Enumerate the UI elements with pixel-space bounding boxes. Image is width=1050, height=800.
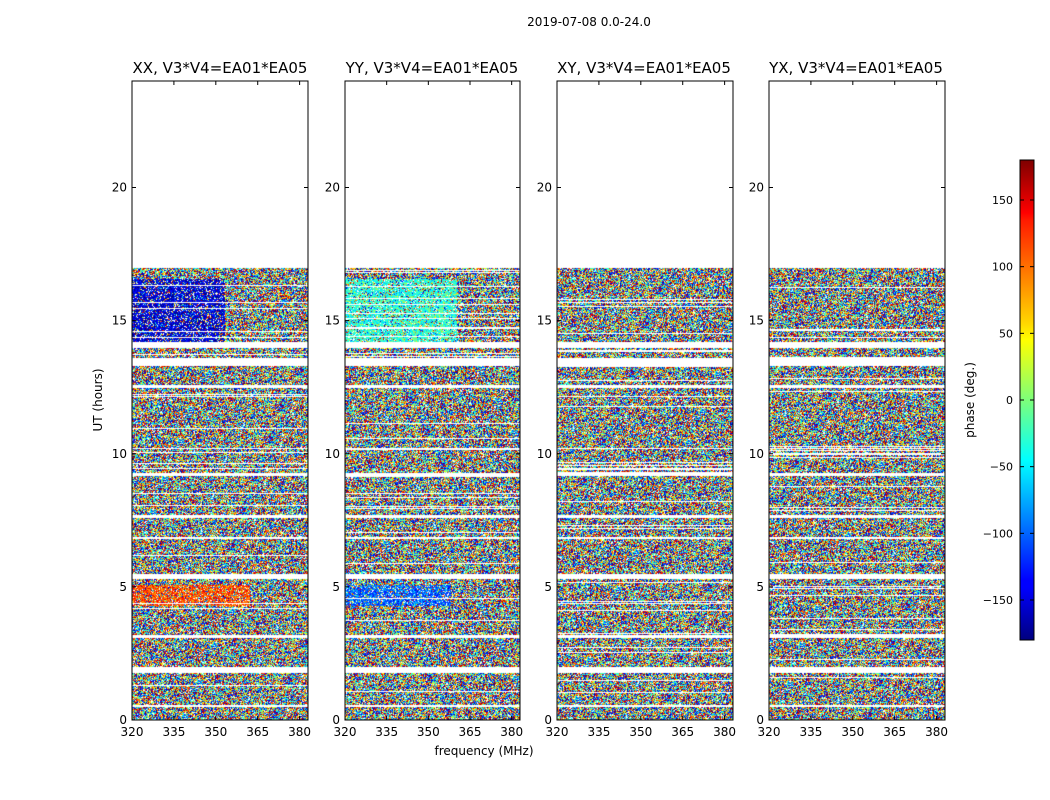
panel-yy-heatmap [345, 81, 520, 720]
y-tick-label: 20 [537, 181, 552, 195]
colorbar-label: phase (deg.) [963, 362, 977, 438]
x-tick-label: 365 [246, 725, 269, 739]
y-tick-label: 0 [332, 713, 340, 727]
x-tick-label: 365 [459, 725, 482, 739]
colorbar-tick-label: −50 [990, 461, 1013, 474]
y-tick-label: 15 [112, 314, 127, 328]
y-tick-label: 20 [325, 181, 340, 195]
y-tick-label: 10 [112, 447, 127, 461]
y-axis-label: UT (hours) [91, 368, 105, 431]
panel-xx: XX, V3*V4=EA01*EA05 320 335 350 365 380 0 5 10… [112, 59, 311, 739]
heatmap-image [345, 81, 520, 720]
panel-yx-title: YX, V3*V4=EA01*EA05 [768, 59, 943, 77]
x-tick-label: 365 [883, 725, 906, 739]
panel-yy: YY, V3*V4=EA01*EA05 320 335 350 365 380 0 5 10… [325, 59, 523, 739]
x-tick-label: 350 [417, 725, 440, 739]
panel-xx-title: XX, V3*V4=EA01*EA05 [133, 59, 308, 77]
heatmap-image [557, 81, 733, 720]
y-tick-label: 10 [325, 447, 340, 461]
y-tick-label: 0 [756, 713, 764, 727]
x-tick-label: 380 [713, 725, 736, 739]
y-tick-label: 10 [749, 447, 764, 461]
panel-yy-frame [344, 80, 521, 721]
x-tick-label: 380 [500, 725, 523, 739]
y-tick-label: 15 [325, 314, 340, 328]
y-tick-label: 20 [749, 181, 764, 195]
colorbar-tick-label: −100 [983, 527, 1013, 540]
colorbar-tick-label: 0 [1006, 394, 1013, 407]
colorbar-tick-label: −150 [983, 594, 1013, 607]
panel-yx-heatmap [769, 81, 945, 720]
x-tick-label: 320 [334, 725, 357, 739]
panel-xx-heatmap [132, 81, 308, 720]
panel-xy-frame [556, 80, 734, 721]
y-tick-label: 5 [544, 580, 552, 594]
y-tick-label: 5 [756, 580, 764, 594]
panel-yx-frame [768, 80, 946, 721]
x-tick-label: 320 [546, 725, 569, 739]
y-tick-label: 5 [119, 580, 127, 594]
heatmap-image [769, 81, 945, 720]
y-tick-label: 15 [749, 314, 764, 328]
y-tick-label: 5 [332, 580, 340, 594]
x-tick-label: 335 [799, 725, 822, 739]
figure-title: 2019-07-08 0.0-24.0 [527, 15, 651, 29]
y-tick-label: 0 [119, 713, 127, 727]
y-tick-label: 0 [544, 713, 552, 727]
panel-xy-heatmap [557, 81, 733, 720]
x-tick-label: 320 [121, 725, 144, 739]
x-tick-label: 380 [925, 725, 948, 739]
x-tick-label: 335 [587, 725, 610, 739]
colorbar-tick-label: 50 [999, 327, 1013, 340]
panel-xy: XY, V3*V4=EA01*EA05 320 335 350 365 380 0 5 10… [537, 59, 736, 739]
colorbar: 150 100 50 0 −50 −100 −150 phase (deg.) [963, 159, 1035, 641]
panel-yy-title: YY, V3*V4=EA01*EA05 [345, 59, 519, 77]
panel-yx: YX, V3*V4=EA01*EA05 320 335 350 365 380 0 5 10… [749, 59, 948, 739]
x-tick-label: 365 [671, 725, 694, 739]
heatmap-image [132, 81, 308, 720]
y-tick-label: 20 [112, 181, 127, 195]
colorbar-tick-label: 100 [992, 261, 1013, 274]
x-tick-label: 350 [204, 725, 227, 739]
x-tick-label: 380 [288, 725, 311, 739]
y-tick-label: 10 [537, 447, 552, 461]
panel-xy-title: XY, V3*V4=EA01*EA05 [557, 59, 731, 77]
colorbar-tick-label: 150 [992, 194, 1013, 207]
x-axis-label: frequency (MHz) [434, 744, 533, 758]
x-tick-label: 320 [758, 725, 781, 739]
panel-xx-frame [131, 80, 309, 721]
x-tick-label: 335 [375, 725, 398, 739]
y-tick-label: 15 [537, 314, 552, 328]
x-tick-label: 350 [841, 725, 864, 739]
x-tick-label: 335 [162, 725, 185, 739]
x-tick-label: 350 [629, 725, 652, 739]
